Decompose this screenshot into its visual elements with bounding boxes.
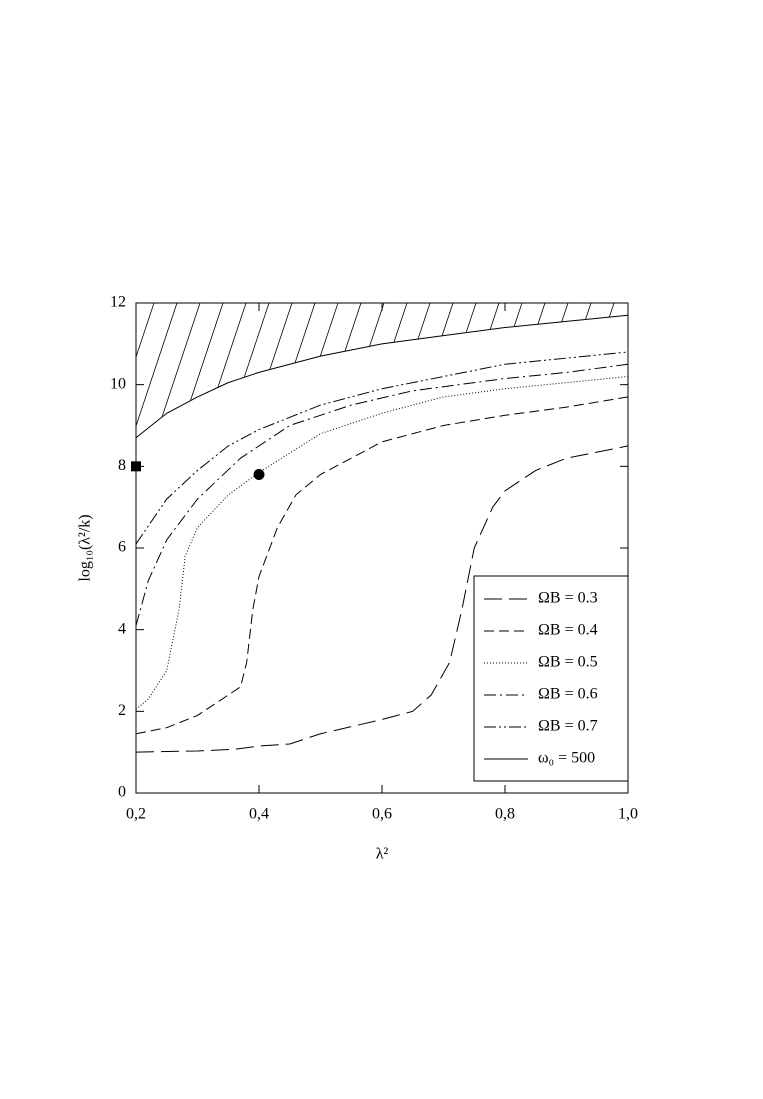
hatch-line [649,303,729,543]
hatch-line [487,303,569,438]
series-line [135,376,629,710]
y-axis-label: log₁₀(λ²/k) [77,514,94,581]
hatch-line [579,303,628,438]
y-tick-label: 8 [118,457,126,474]
hatch-line [464,303,546,438]
hatch-line [136,303,155,438]
hatch-line [136,303,201,438]
x-tick-label: 0,6 [372,806,392,823]
y-tick-label: 10 [110,375,126,392]
legend-label: ΩB = 0.5 [538,654,598,671]
hatch-line [372,303,454,438]
y-tick-label: 2 [118,702,126,719]
hatch-region [0,303,729,543]
hatch-line [602,303,628,438]
y-tick-label: 4 [118,620,126,637]
hatch-line [188,303,270,438]
hatch-line [441,303,523,438]
x-tick-label: 0,4 [249,806,269,823]
x-tick-label: 0,2 [126,806,146,823]
legend-label: ΩB = 0.3 [538,590,598,607]
legend-box [473,575,629,782]
legend-label: ω₀ = 500 [538,750,595,767]
legend-label: ΩB = 0.6 [538,686,598,703]
y-tick-label: 0 [118,784,126,801]
hatch-line [395,303,477,438]
hatch-line [211,303,293,438]
x-tick-label: 0,8 [495,806,515,823]
series-line [135,445,629,753]
series-line [135,396,629,735]
hatch-line [136,303,178,438]
y-tick-label: 6 [118,539,126,556]
hatch-line [234,303,316,438]
x-tick-label: 1,0 [618,806,638,823]
hatch-line [5,303,85,543]
hatch-line [326,303,408,438]
hatch-line [303,303,385,438]
series-line [135,351,629,545]
series-line [135,314,629,439]
hatch-line [0,303,62,543]
series-line [135,363,629,626]
hatch-line [625,303,628,438]
hatch-line [556,303,628,438]
hatch-line [280,303,362,438]
marker-square [131,461,141,472]
hatch-line [28,303,108,543]
x-axis-label: λ² [376,846,389,863]
y-tick-label: 12 [110,294,126,311]
marker-circle [253,469,265,480]
hatch-line [510,303,592,438]
legend-label: ΩB = 0.4 [538,622,598,639]
hatch-line [165,303,247,438]
hatch-line [51,303,131,543]
legend-label: ΩB = 0.7 [538,718,598,735]
hatch-line [533,303,615,438]
hatch-line [0,303,39,543]
hatch-line [0,303,16,543]
